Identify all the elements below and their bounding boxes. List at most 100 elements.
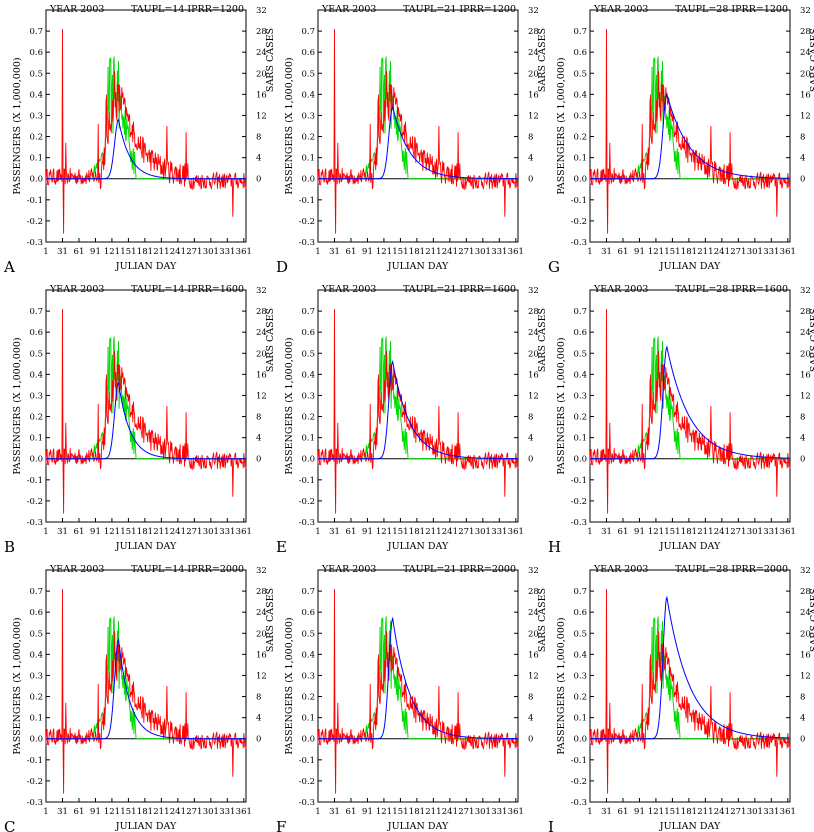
plot-frame	[45, 289, 247, 523]
x-tick-label: 211	[425, 807, 441, 817]
y-right-tick-label: 16	[256, 90, 267, 100]
y-right-axis-label: SARS CASES	[537, 308, 548, 372]
y-left-tick-label: 0.4	[301, 370, 315, 380]
y-left-tick-label: 0.2	[573, 693, 587, 703]
x-tick-label: 61	[346, 247, 357, 257]
y-left-tick-label: -0.3	[571, 238, 587, 248]
x-tick-label: 331	[763, 807, 779, 817]
x-axis-label: JULIAN DAY	[387, 821, 449, 832]
y-right-axis-label: SARS CASES	[809, 308, 814, 372]
y-right-tick-label: 24	[528, 608, 539, 618]
plot-frame	[589, 569, 791, 803]
y-left-tick-label: 0.5	[29, 349, 43, 359]
x-tick-label: 271	[458, 807, 474, 817]
y-right-tick-label: 20	[800, 69, 811, 79]
y-left-tick-label: 0.5	[301, 349, 315, 359]
x-tick-label: 301	[203, 807, 219, 817]
x-tick-label: 61	[618, 247, 629, 257]
y-right-tick-label: 28	[528, 307, 539, 317]
y-left-tick-label: 0.4	[29, 90, 43, 100]
x-tick-label: 211	[153, 807, 169, 817]
x-tick-label: 271	[730, 527, 746, 537]
y-right-tick-label: 20	[256, 349, 267, 359]
y-left-tick-label: -0.2	[299, 777, 315, 787]
y-right-tick-label: 32	[800, 6, 811, 16]
x-tick-label: 361	[236, 807, 252, 817]
x-tick-label: 241	[442, 807, 458, 817]
y-left-tick-label: 0.5	[301, 69, 315, 79]
year-label: YEAR 2003	[321, 284, 376, 295]
y-right-tick-label: 24	[256, 48, 267, 58]
y-left-tick-label: -0.2	[571, 217, 587, 227]
x-axis-label: JULIAN DAY	[659, 541, 721, 552]
x-tick-label: 301	[475, 527, 491, 537]
x-tick-label: 181	[409, 807, 425, 817]
x-tick-label: 271	[458, 527, 474, 537]
panel-g: 1 31 61 91 121 151 181 211 241 271 301 331 361 -0.3 -0…	[548, 4, 814, 276]
y-right-tick-label: 16	[528, 650, 539, 660]
panel-params: TAUPL=28 IPRR=1200	[675, 4, 788, 15]
panel-a: 1 31 61 91 121 151 181 211 241 271 301 331 361 -0.3 -0…	[3, 4, 276, 276]
panel-params: TAUPL=28 IPRR=1600	[675, 284, 788, 295]
model-line	[590, 345, 790, 460]
x-tick-label: 91	[634, 527, 645, 537]
y-left-tick-label: -0.2	[571, 497, 587, 507]
x-tick-label: 1	[587, 807, 592, 817]
panel-letter: H	[548, 538, 561, 556]
panel-c: 1 31 61 91 121 151 181 211 241 271 301 331 361 -0.3 -0…	[4, 564, 276, 832]
x-tick-label: 121	[648, 807, 664, 817]
y-left-tick-label: 0.3	[29, 391, 43, 401]
panel-params: TAUPL=14 IPRR=1600	[131, 284, 244, 295]
y-right-tick-label: 24	[800, 608, 811, 618]
y-right-tick-label: 8	[256, 413, 261, 423]
y-left-tick-label: 0.4	[573, 650, 587, 660]
plot-frame	[589, 9, 791, 243]
panel-letter: A	[3, 258, 15, 276]
model-line	[318, 105, 518, 180]
x-tick-label: 121	[104, 247, 120, 257]
y-left-tick-label: -0.3	[27, 798, 43, 808]
x-tick-label: 181	[681, 527, 697, 537]
x-axis-label: JULIAN DAY	[659, 261, 721, 272]
y-right-tick-label: 32	[256, 286, 267, 296]
y-left-tick-label: 0.6	[301, 328, 315, 338]
y-right-tick-label: 16	[528, 90, 539, 100]
x-tick-label: 301	[747, 527, 763, 537]
y-left-tick-label: 0.1	[301, 714, 315, 724]
y-left-axis-label: PASSENGERS (X 1,000,000)	[12, 617, 23, 754]
y-left-axis-label: PASSENGERS (X 1,000,000)	[284, 337, 295, 474]
y-left-tick-label: 0.3	[301, 671, 315, 681]
y-left-tick-label: 0.6	[573, 48, 587, 58]
y-left-tick-label: 0.4	[301, 650, 315, 660]
y-right-tick-label: 4	[528, 714, 533, 724]
y-left-tick-label: 0.0	[29, 175, 43, 185]
y-right-tick-label: 16	[800, 370, 811, 380]
y-right-tick-label: 0	[256, 735, 261, 745]
y-left-tick-label: 0.7	[573, 307, 587, 317]
x-tick-label: 361	[508, 247, 524, 257]
model-line	[590, 595, 790, 740]
plot-frame	[317, 289, 519, 523]
y-right-tick-label: 28	[800, 27, 811, 37]
y-right-tick-label: 28	[800, 307, 811, 317]
x-tick-label: 331	[219, 527, 235, 537]
x-axis-label: JULIAN DAY	[115, 821, 177, 832]
x-tick-label: 331	[219, 247, 235, 257]
year-label: YEAR 2003	[321, 4, 376, 15]
passengers-line	[317, 308, 519, 514]
x-axis-label: JULIAN DAY	[659, 821, 721, 832]
model-line	[318, 616, 518, 740]
panel-letter: F	[276, 818, 286, 832]
plot-frame	[45, 9, 247, 243]
y-left-tick-label: -0.3	[299, 238, 315, 248]
plot-frame	[317, 9, 519, 243]
y-left-tick-label: 0.5	[29, 69, 43, 79]
y-left-tick-label: 0.6	[29, 328, 43, 338]
y-right-axis-label: SARS CASES	[265, 308, 276, 372]
y-right-tick-label: 32	[800, 566, 811, 576]
y-right-tick-label: 12	[528, 111, 539, 121]
y-left-tick-label: 0.7	[573, 27, 587, 37]
passengers-line	[589, 28, 791, 234]
panel-letter: D	[276, 258, 288, 276]
y-left-axis-label: PASSENGERS (X 1,000,000)	[556, 337, 567, 474]
